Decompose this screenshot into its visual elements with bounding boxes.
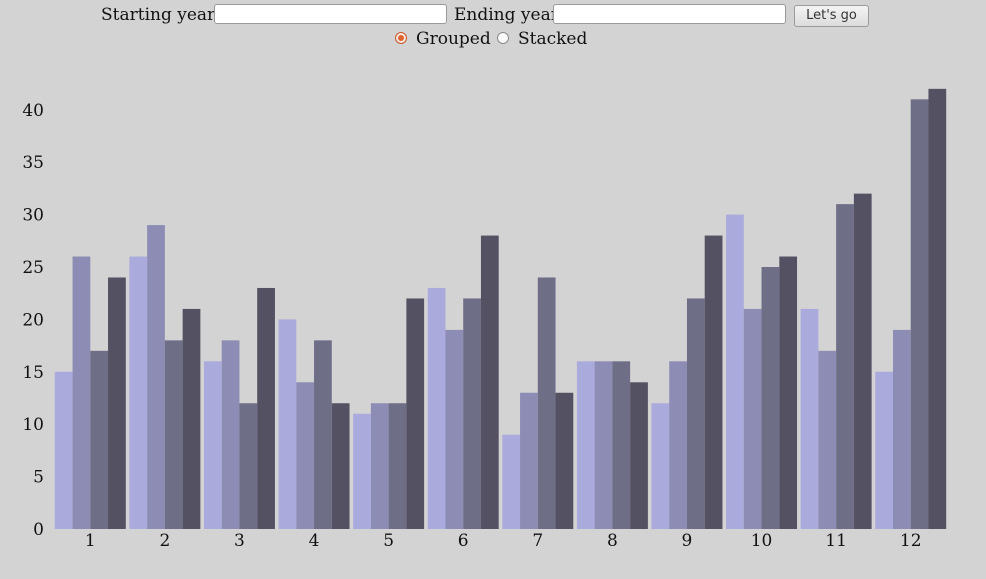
x-tick-label: 5 <box>383 531 394 551</box>
bar <box>427 287 446 529</box>
stacked-radio[interactable] <box>497 32 509 44</box>
bar <box>353 413 371 529</box>
bar <box>853 193 872 529</box>
bar <box>314 340 332 529</box>
y-axis: 0 5 10 15 20 25 30 35 40 <box>22 101 44 540</box>
bar <box>331 403 350 529</box>
starting-year-label: Starting year <box>101 5 216 25</box>
bar <box>743 308 762 529</box>
bar <box>594 361 613 529</box>
bar <box>480 235 499 529</box>
controls-bar: Starting year Ending year Let's go Group… <box>0 0 986 56</box>
bar <box>502 434 521 529</box>
bar <box>182 308 201 529</box>
bar <box>704 235 723 529</box>
bar <box>54 371 73 529</box>
bar <box>779 256 798 529</box>
y-tick-label: 10 <box>22 415 44 435</box>
bar <box>761 267 780 529</box>
bar <box>576 361 595 529</box>
bar <box>630 382 648 529</box>
bar <box>203 361 222 529</box>
bar <box>257 287 275 529</box>
bar <box>388 403 407 529</box>
x-tick-label: 4 <box>309 531 320 551</box>
y-tick-label: 5 <box>33 468 44 488</box>
x-tick-label: 1 <box>85 531 96 551</box>
x-tick-label: 11 <box>825 531 847 551</box>
bar <box>406 298 425 529</box>
bar <box>669 361 687 529</box>
x-axis: 1 2 3 4 5 6 7 8 9 10 11 12 <box>85 531 922 551</box>
y-tick-label: 30 <box>22 206 44 226</box>
starting-year-input[interactable] <box>214 4 447 24</box>
y-tick-label: 25 <box>22 258 44 278</box>
ending-year-input[interactable] <box>553 4 786 24</box>
bar <box>892 329 911 529</box>
bar <box>239 403 258 529</box>
bar <box>164 340 183 529</box>
bar <box>836 204 854 529</box>
bar <box>612 361 631 529</box>
stacked-label: Stacked <box>518 29 588 49</box>
bar <box>129 256 148 529</box>
bar <box>445 329 464 529</box>
x-tick-label: 10 <box>751 531 773 551</box>
bar <box>651 403 670 529</box>
bar <box>108 277 126 529</box>
bar <box>463 298 481 529</box>
ending-year-label: Ending year <box>454 5 559 25</box>
bar <box>818 350 837 529</box>
bar <box>221 340 240 529</box>
y-tick-label: 35 <box>22 153 44 173</box>
bar <box>296 382 315 529</box>
bars-group <box>54 88 947 529</box>
bar <box>875 371 893 529</box>
grouped-radio[interactable] <box>395 32 407 44</box>
bar <box>928 88 947 529</box>
bar <box>910 99 929 529</box>
bar <box>90 350 109 529</box>
bar <box>147 225 165 529</box>
bar <box>370 403 389 529</box>
bar <box>555 392 574 529</box>
x-tick-label: 3 <box>234 531 245 551</box>
x-tick-label: 2 <box>159 531 170 551</box>
y-tick-label: 20 <box>22 310 44 330</box>
x-tick-label: 8 <box>607 531 618 551</box>
x-tick-label: 9 <box>682 531 693 551</box>
lets-go-button[interactable]: Let's go <box>794 5 869 27</box>
bar <box>800 308 819 529</box>
x-tick-label: 7 <box>532 531 543 551</box>
x-tick-label: 6 <box>458 531 469 551</box>
bar <box>278 319 297 529</box>
bar <box>520 392 538 529</box>
x-tick-label: 12 <box>900 531 922 551</box>
bar <box>726 214 744 529</box>
bar <box>686 298 705 529</box>
y-tick-label: 15 <box>22 363 44 383</box>
y-tick-label: 0 <box>33 520 44 540</box>
y-tick-label: 40 <box>22 101 44 121</box>
bar <box>537 277 556 529</box>
grouped-label: Grouped <box>416 29 491 49</box>
bar <box>72 256 91 529</box>
